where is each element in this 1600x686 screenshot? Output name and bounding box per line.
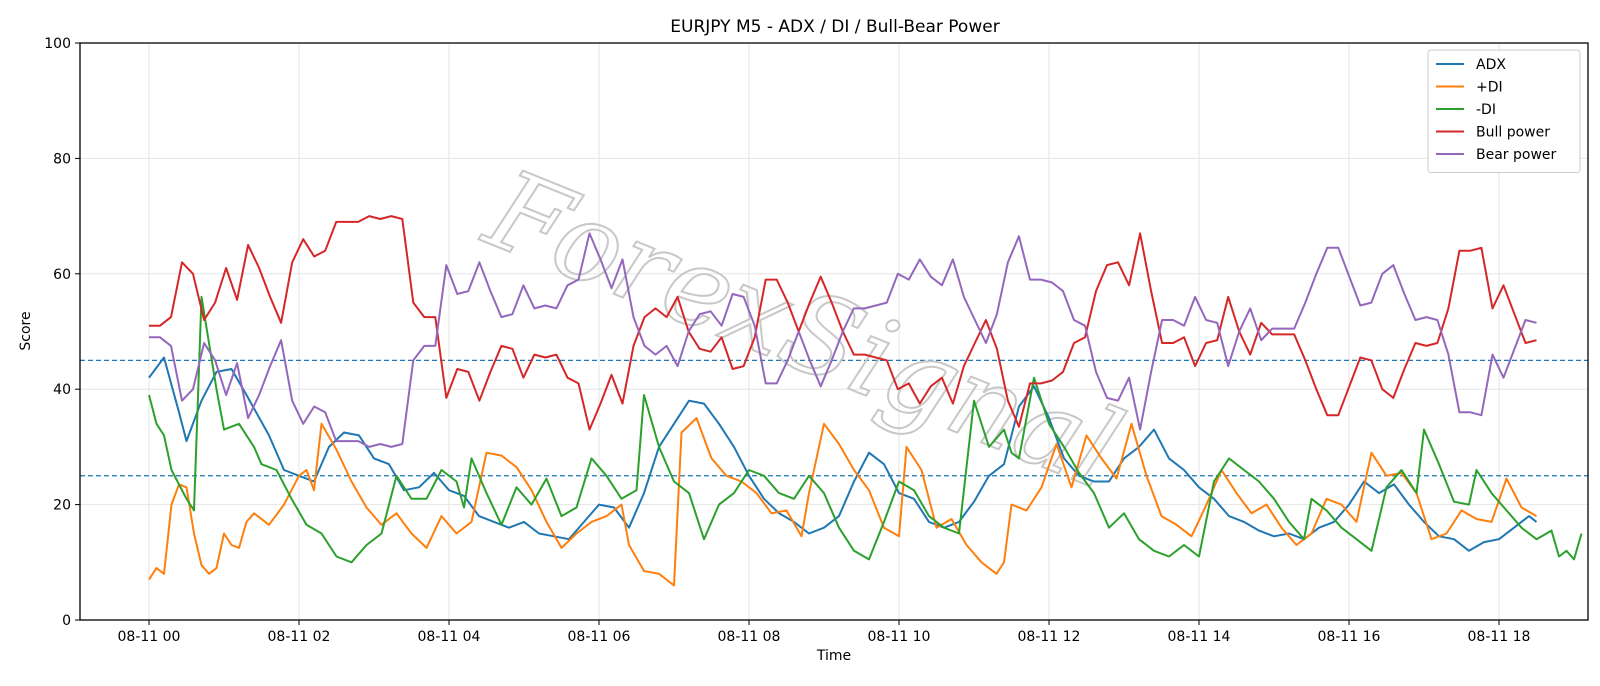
x-axis-ticks: 08-11 00 08-11 02 08-11 04 08-11 06 08-11 08…: [118, 620, 1531, 645]
x-tick-label: 08-11 02: [268, 629, 331, 645]
y-tick-label: 100: [44, 36, 71, 52]
x-tick-label: 08-11 16: [1318, 629, 1381, 645]
x-tick-label: 08-11 10: [868, 629, 931, 645]
reference-lines: [80, 359, 1588, 477]
y-tick-label: 80: [53, 151, 71, 167]
y-axis-title: Score: [18, 311, 34, 350]
legend-label: -DI: [1476, 102, 1496, 118]
series: [148, 215, 1583, 587]
legend-label: Bull power: [1476, 125, 1550, 141]
chart-title: EURJPY M5 - ADX / DI / Bull-Bear Power: [670, 17, 999, 37]
y-tick-label: 60: [53, 267, 71, 283]
grid: [80, 42, 1588, 621]
legend-label: Bear power: [1476, 147, 1557, 163]
x-tick-label: 08-11 14: [1168, 629, 1231, 645]
y-axis-ticks: 0 20 40 60 80 100: [44, 36, 80, 629]
x-tick-label: 08-11 06: [568, 629, 631, 645]
y-tick-label: 0: [62, 613, 71, 629]
y-tick-label: 20: [53, 498, 71, 514]
plot-frame: [79, 42, 1589, 621]
x-tick-label: 08-11 04: [418, 629, 481, 645]
legend: ADX +DI -DI Bull power Bear power: [1427, 49, 1581, 173]
x-tick-label: 08-11 12: [1018, 629, 1081, 645]
legend-box: [1427, 49, 1581, 173]
x-tick-label: 08-11 08: [718, 629, 781, 645]
x-tick-label: 08-11 18: [1468, 629, 1531, 645]
legend-label: ADX: [1476, 57, 1506, 73]
x-axis-title: Time: [816, 648, 851, 664]
y-tick-label: 40: [53, 382, 71, 398]
legend-label: +DI: [1476, 80, 1503, 96]
x-tick-label: 08-11 00: [118, 629, 181, 645]
series-line-di: [148, 417, 1537, 587]
series-line-bear-power: [149, 232, 1537, 448]
series-line-di: [148, 295, 1583, 564]
